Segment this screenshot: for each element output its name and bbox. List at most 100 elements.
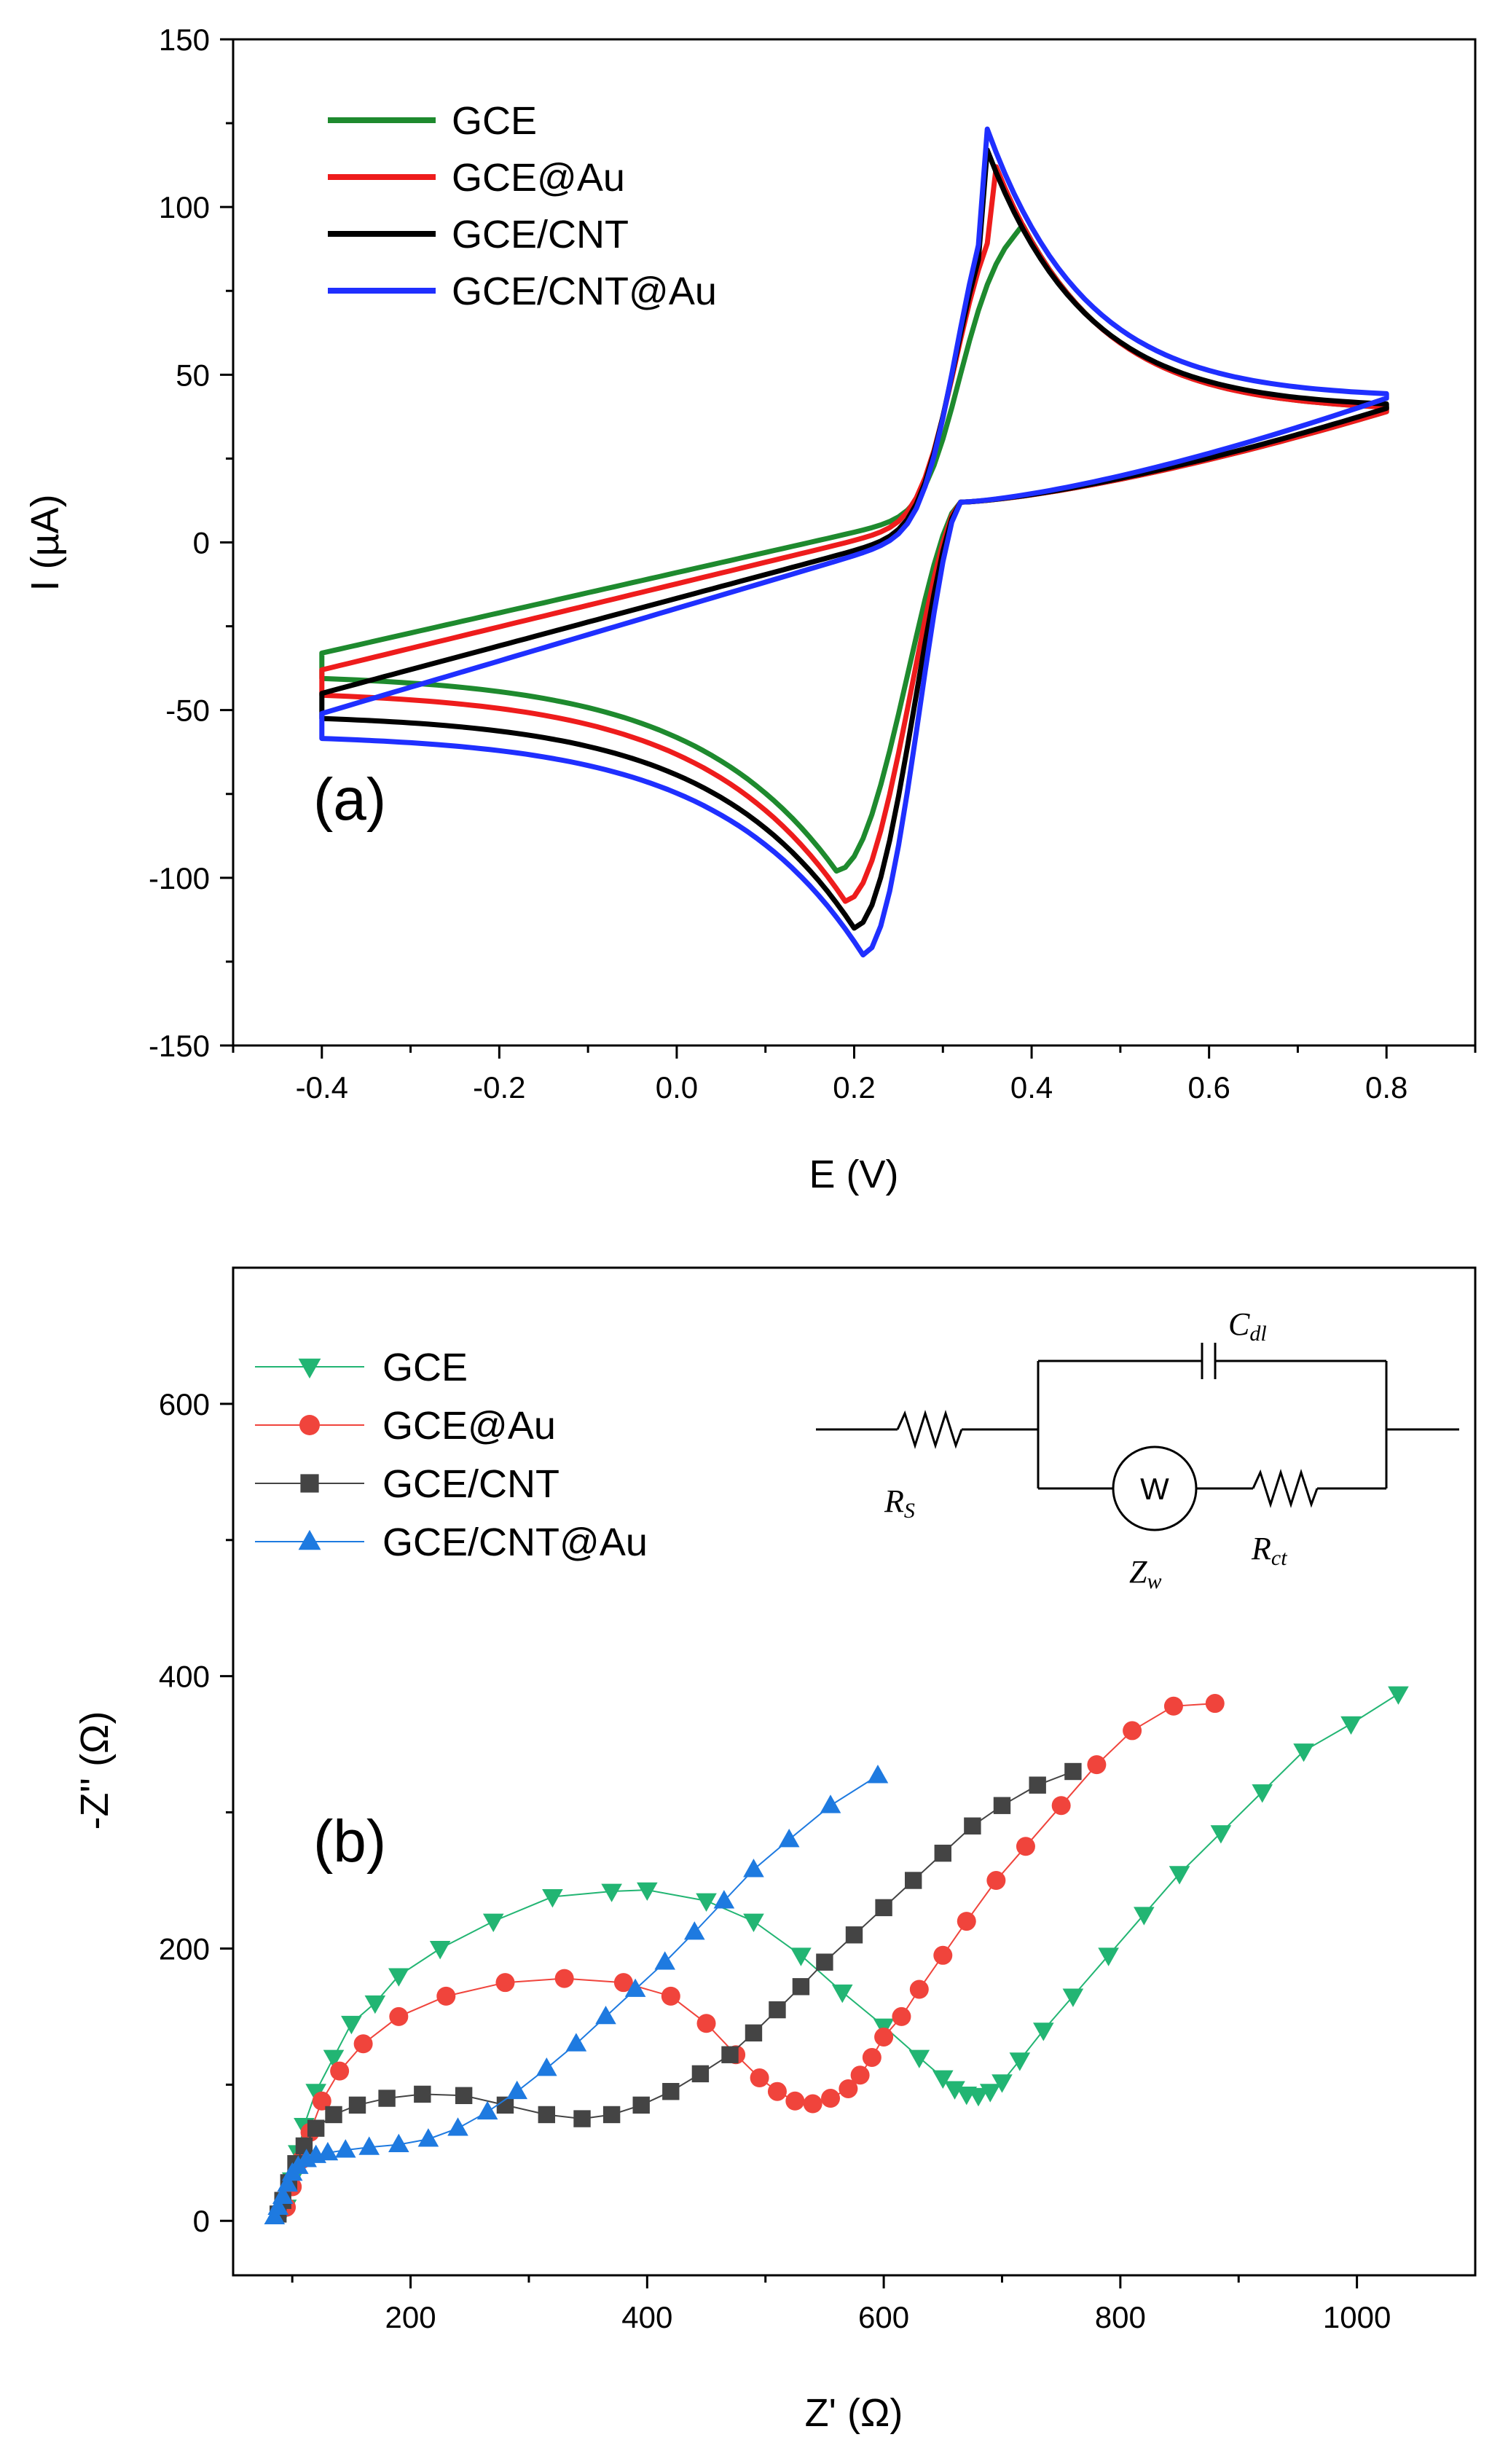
eis-point-gce-au <box>933 1945 953 1965</box>
eis-point-gce-au <box>436 1986 456 2006</box>
cv-y-tick-label: 150 <box>159 23 210 57</box>
cv-x-tick-label: -0.4 <box>296 1070 348 1105</box>
eis-point-gce <box>696 1893 717 1912</box>
eis-legend-marker <box>300 1474 319 1493</box>
eis-point-gce-cnt <box>816 1953 833 1971</box>
cv-legend-label: GCE@Au <box>452 156 625 200</box>
eis-point-gce-au <box>785 2091 805 2111</box>
eis-point-gce-cnt <box>1029 1776 1046 1794</box>
eis-point-gce-cnt <box>295 2137 313 2155</box>
eis-point-gce-au <box>1016 1837 1035 1856</box>
cv-x-tick-label: 0.8 <box>1365 1070 1407 1105</box>
cv-y-axis-label: I (µA) <box>23 494 67 591</box>
cdl-label: Cdl <box>1228 1306 1267 1346</box>
eis-point-gce-cnt <box>662 2082 680 2100</box>
cv-series-gce-au <box>319 164 1389 904</box>
eis-point-gce-cnt-au <box>624 1978 646 1997</box>
eis-point-gce-cnt <box>769 2001 786 2019</box>
cv-y-tick-label: 0 <box>193 526 210 560</box>
eis-point-gce-cnt <box>964 1817 981 1835</box>
eis-point-gce <box>305 2084 326 2103</box>
cv-legend-label: GCE/CNT@Au <box>452 270 717 313</box>
eis-point-gce-cnt-au <box>867 1765 889 1784</box>
eis-panel-label: (b) <box>313 1808 386 1875</box>
eis-point-gce <box>1252 1784 1273 1803</box>
cv-y-tick-label: -150 <box>149 1029 210 1063</box>
eis-point-gce-au <box>495 1973 515 1993</box>
eis-point-gce <box>542 1889 563 1908</box>
eis-point-gce <box>944 2081 965 2100</box>
warburg-symbol: W <box>1140 1472 1169 1506</box>
cv-series-gce-cnt <box>319 147 1389 931</box>
eis-point-gce-cnt-au <box>683 1921 705 1940</box>
eis-point-gce-cnt-au <box>358 2136 380 2155</box>
eis-point-gce <box>743 1913 764 1933</box>
eis-point-gce-cnt <box>845 1926 863 1944</box>
eis-point-gce-cnt <box>904 1872 922 1889</box>
cv-x-tick-label: 0.0 <box>656 1070 698 1105</box>
cv-x-tick-label: -0.2 <box>473 1070 525 1105</box>
eis-point-gce-au <box>957 1912 976 1931</box>
eis-legend-marker <box>298 1358 321 1379</box>
eis-point-gce-cnt-au <box>778 1828 800 1848</box>
eis-point-gce-au <box>1051 1796 1071 1816</box>
eis-point-gce-cnt-au <box>654 1951 675 1970</box>
eis-point-gce <box>364 1995 386 2014</box>
cv-y-tick-label: 100 <box>159 190 210 224</box>
eis-point-gce-au <box>613 1973 633 1993</box>
eis-point-gce <box>1033 2022 1054 2041</box>
eis-point-gce <box>1388 1686 1409 1705</box>
eis-point-gce-au <box>353 2034 373 2054</box>
cv-y-tick-label: 50 <box>176 358 210 392</box>
eis-point-gce-au <box>986 1871 1006 1891</box>
eis-point-gce-cnt-au <box>417 2128 439 2147</box>
eis-point-gce-au <box>909 1980 929 1999</box>
eis-point-gce-cnt-au <box>536 2057 557 2076</box>
eis-point-gce <box>831 1984 853 2004</box>
eis-point-gce-au <box>862 2047 881 2067</box>
eis-point-gce <box>1098 1947 1119 1966</box>
eis-point-gce <box>637 1882 658 1902</box>
eis-legend-marker <box>299 1415 320 1435</box>
eis-series-group <box>264 1686 1409 2225</box>
cv-panel-label: (a) <box>313 766 386 833</box>
eis-legend-marker <box>298 1529 321 1550</box>
cv-y-tick-label: -50 <box>165 694 210 728</box>
cv-x-tick-label: 0.6 <box>1187 1070 1230 1105</box>
rct-label: Rct <box>1251 1531 1287 1570</box>
eis-point-gce-cnt-au <box>447 2117 468 2136</box>
eis-point-gce <box>932 2070 954 2089</box>
eis-x-tick-label: 600 <box>858 2300 909 2334</box>
eis-point-gce-au <box>1087 1755 1107 1775</box>
cv-y-tick-label: -100 <box>149 861 210 895</box>
eis-y-tick-label: 400 <box>159 1660 210 1694</box>
eis-point-gce-cnt <box>875 1899 892 1917</box>
cv-x-axis-label: E (V) <box>809 1153 898 1196</box>
eis-point-gce-cnt-au <box>476 2100 498 2120</box>
eis-point-gce-cnt <box>632 2096 650 2114</box>
rct-resistor-symbol <box>1252 1469 1319 1508</box>
eis-legend-label: GCE@Au <box>382 1404 556 1448</box>
eis-point-gce-cnt-au <box>506 2080 528 2100</box>
eis-point-gce-cnt <box>378 2090 396 2107</box>
eis-point-gce-cnt-au <box>820 1794 841 1813</box>
eis-legend: GCE GCE@Au GCE/CNT GCE/CNT@Au <box>255 1346 648 1564</box>
eis-point-gce-cnt-au <box>272 2185 294 2205</box>
eis-point-gce-cnt-au <box>264 2205 286 2225</box>
eis-legend-label: GCE/CNT <box>382 1462 559 1506</box>
eis-point-gce <box>1134 1907 1155 1926</box>
eis-point-gce-cnt-au <box>565 2033 587 2052</box>
eis-point-gce <box>1062 1988 1084 2007</box>
eis-chart-panel: 200 400 600 800 1000 0 200 400 600 GCE GCE@Au GCE/… <box>73 1266 1477 2435</box>
eis-point-gce-au <box>389 2006 409 2026</box>
cv-legend-label: GCE/CNT <box>452 213 629 256</box>
eis-point-gce <box>429 1941 451 1960</box>
eis-plot-frame <box>232 1266 1477 2277</box>
eis-point-gce <box>790 1947 812 1966</box>
rs-label: RS <box>884 1483 915 1523</box>
eis-axis-ticks: 200 400 600 800 1000 0 200 400 600 <box>159 1387 1391 2334</box>
cv-legend-label: GCE <box>452 99 537 143</box>
eis-point-gce <box>482 1913 504 1933</box>
eis-point-gce-cnt-au <box>334 2139 356 2158</box>
